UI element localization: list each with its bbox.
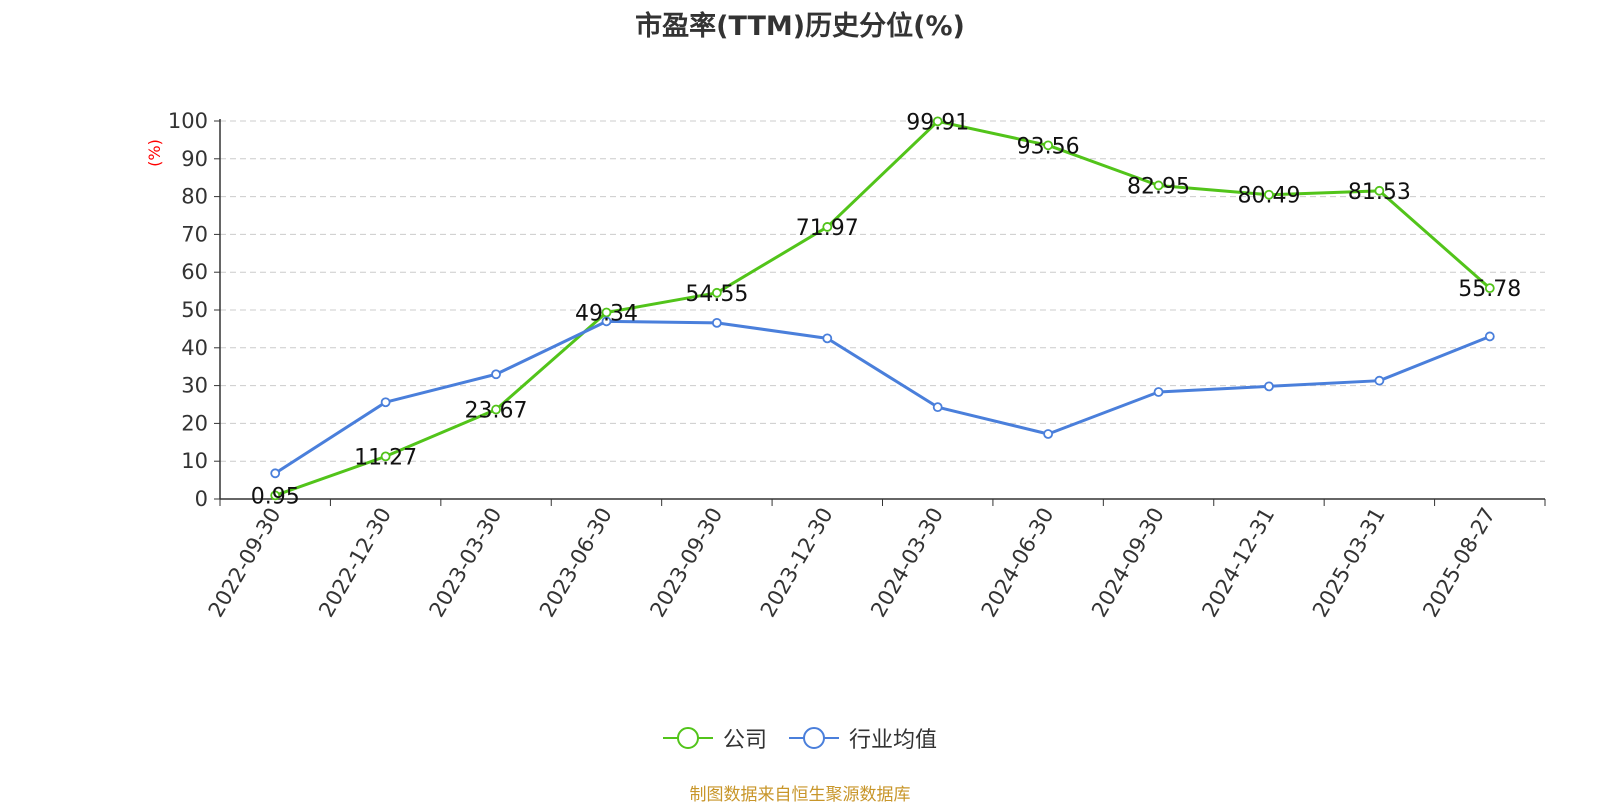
series-layer bbox=[270, 116, 1495, 501]
data-point[interactable] bbox=[822, 333, 833, 344]
y-tick-label: 50 bbox=[181, 298, 208, 322]
data-point[interactable] bbox=[380, 451, 391, 462]
data-label: 0.95 bbox=[251, 484, 300, 509]
grid-layer bbox=[220, 120, 1545, 462]
legend-item-industry-avg[interactable]: 行业均值 bbox=[789, 722, 937, 754]
legend-label-company: 公司 bbox=[722, 728, 767, 753]
y-tick-label: 40 bbox=[181, 336, 208, 360]
x-tick-label: 2024-09-30 bbox=[1087, 504, 1169, 622]
x-tick-label: 2025-08-27 bbox=[1418, 504, 1500, 622]
data-label-layer: 0.95 11.27 23.67 49.34 54.55 71.97 99.91 93.56 8… bbox=[251, 110, 1522, 509]
data-label: 81.53 bbox=[1348, 180, 1411, 205]
data-point[interactable] bbox=[711, 317, 722, 328]
data-point[interactable] bbox=[1153, 180, 1164, 191]
data-label: 54.55 bbox=[685, 282, 748, 307]
legend-line-circle-icon bbox=[789, 727, 839, 749]
x-tick-label: 2024-03-30 bbox=[866, 503, 948, 621]
data-point[interactable] bbox=[822, 222, 833, 232]
y-tick-label: 70 bbox=[181, 222, 208, 246]
x-tick-label: 2022-09-30 bbox=[204, 504, 286, 622]
data-label: 99.91 bbox=[906, 110, 969, 135]
data-label: 23.67 bbox=[465, 399, 528, 424]
x-tick-label: 2023-06-30 bbox=[535, 504, 617, 622]
data-point[interactable] bbox=[380, 397, 391, 408]
x-tick-label: 2025-03-31 bbox=[1308, 504, 1390, 622]
data-point[interactable] bbox=[1374, 375, 1385, 386]
y-tick-label: 10 bbox=[181, 449, 208, 473]
y-tick-label: 30 bbox=[181, 374, 208, 398]
data-point[interactable] bbox=[491, 369, 501, 380]
y-tick-label: 20 bbox=[181, 411, 208, 435]
data-point[interactable] bbox=[601, 316, 612, 327]
x-tick-label: 2023-09-30 bbox=[645, 504, 727, 622]
x-tick-label: 2022-12-30 bbox=[314, 504, 396, 622]
data-label: 11.27 bbox=[354, 445, 417, 470]
y-tick-label: 80 bbox=[181, 185, 208, 209]
series-line-industry-avg bbox=[274, 319, 1491, 475]
data-label: 71.97 bbox=[796, 216, 859, 241]
data-point[interactable] bbox=[1043, 140, 1054, 151]
data-point[interactable] bbox=[270, 490, 281, 501]
y-tick-label: 90 bbox=[181, 147, 208, 171]
legend-item-company[interactable]: 公司 bbox=[662, 722, 767, 754]
legend-line-circle-icon bbox=[662, 727, 713, 749]
data-point[interactable] bbox=[1153, 387, 1164, 397]
data-point[interactable] bbox=[1264, 381, 1274, 392]
chart-title: 市盈率(TTM)历史分位(%) bbox=[635, 11, 965, 42]
data-label: 82.95 bbox=[1127, 174, 1190, 199]
legend-label-industry-avg: 行业均值 bbox=[849, 728, 938, 753]
legend: 公司 行业均值 bbox=[0, 722, 1600, 754]
x-tick-label: 2024-06-30 bbox=[977, 504, 1059, 622]
data-point[interactable] bbox=[1484, 283, 1495, 294]
axis-layer: 0 10 20 30 40 50 60 70 80 90 100 2022-09-30 2022-12-… bbox=[168, 109, 1546, 622]
data-point[interactable] bbox=[1484, 331, 1495, 342]
data-point[interactable] bbox=[491, 404, 501, 415]
data-point[interactable] bbox=[932, 402, 943, 413]
series-line-company bbox=[274, 119, 1491, 497]
data-point[interactable] bbox=[1264, 189, 1274, 200]
data-label: 55.78 bbox=[1458, 277, 1521, 302]
data-label: 80.49 bbox=[1237, 184, 1300, 209]
data-point[interactable] bbox=[711, 287, 722, 298]
data-point[interactable] bbox=[1043, 429, 1054, 439]
x-tick-label: 2024-12-31 bbox=[1197, 504, 1279, 622]
data-label: 49.34 bbox=[575, 301, 638, 326]
source-note: 制图数据来自恒生聚源数据库 bbox=[689, 785, 911, 805]
x-tick-label: 2023-12-30 bbox=[756, 504, 838, 622]
data-point[interactable] bbox=[1374, 185, 1385, 196]
data-point[interactable] bbox=[270, 468, 281, 479]
x-tick-label: 2023-03-30 bbox=[425, 503, 507, 621]
y-tick-label: 0 bbox=[195, 487, 208, 511]
data-point[interactable] bbox=[932, 116, 943, 127]
y-axis-label: (%) bbox=[145, 139, 164, 167]
data-label: 93.56 bbox=[1017, 134, 1080, 159]
y-tick-label: 100 bbox=[168, 109, 208, 133]
y-tick-label: 60 bbox=[181, 260, 208, 284]
